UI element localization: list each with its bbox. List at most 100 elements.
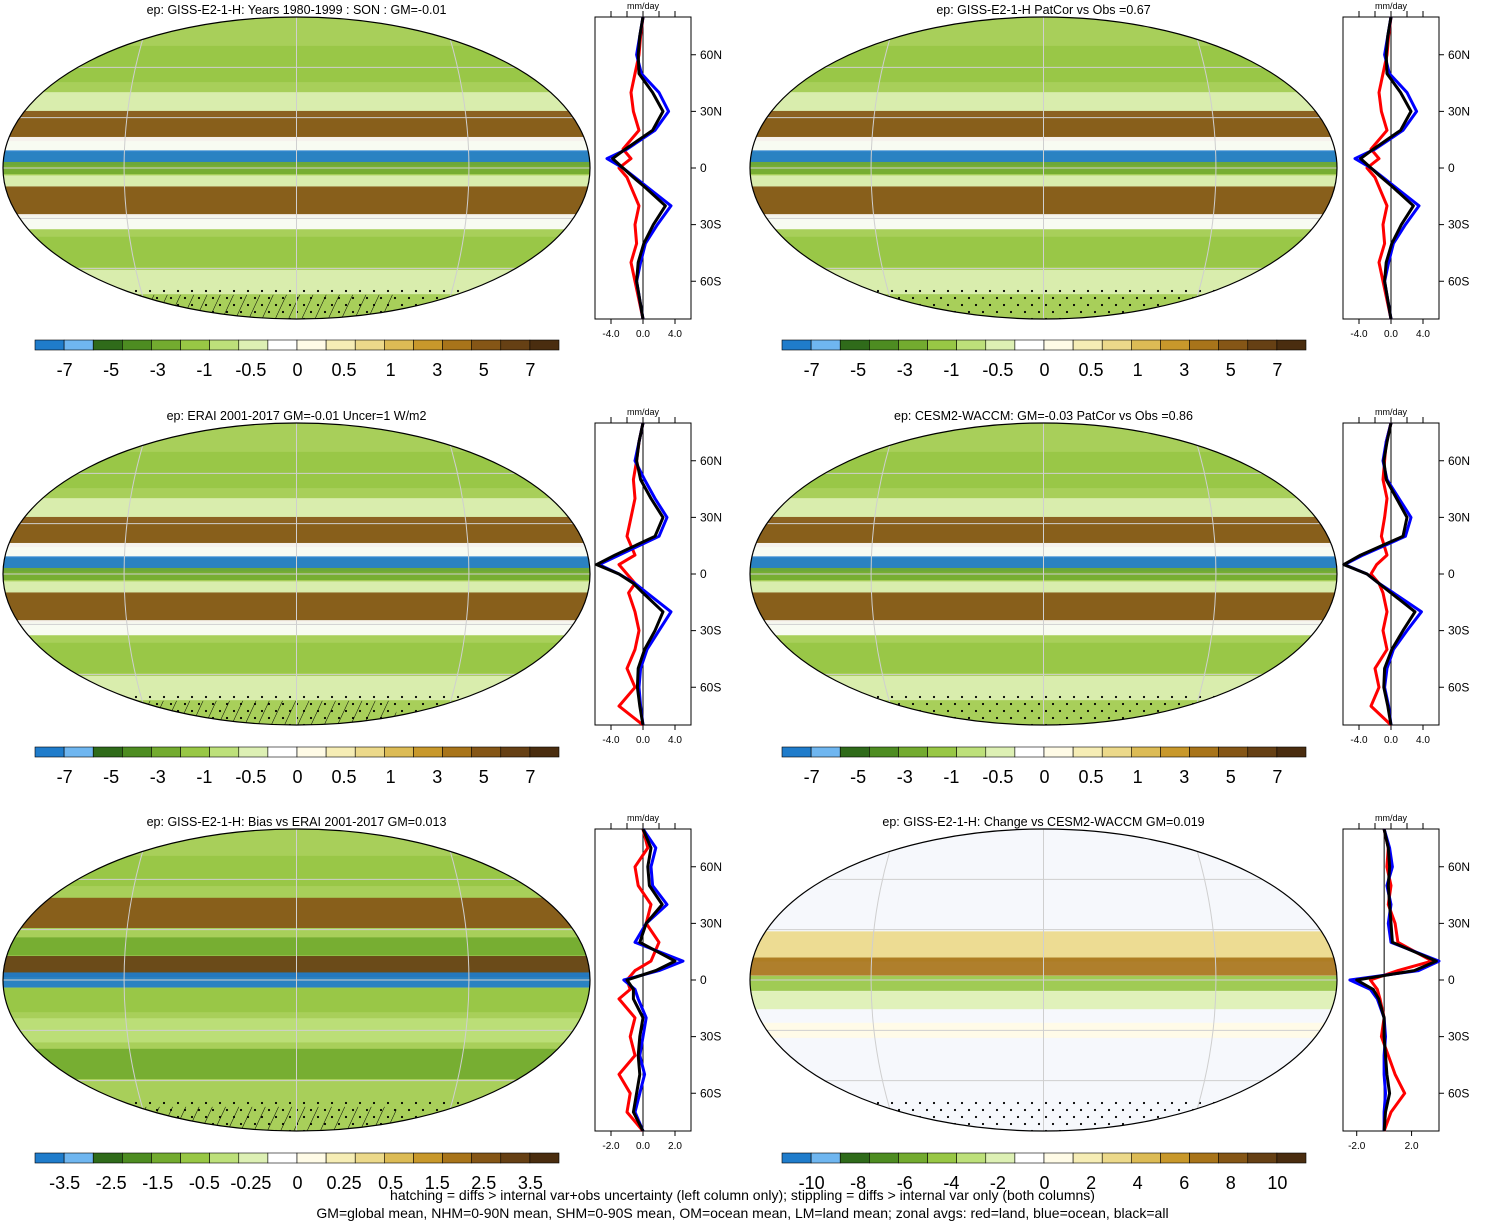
- colorbar-swatch: [267, 339, 298, 351]
- colorbar-swatch: [1218, 1152, 1249, 1164]
- colorbar-swatch: [1043, 1152, 1074, 1164]
- colorbar-label: 7: [525, 360, 535, 380]
- colorbar-label: -2: [990, 1173, 1006, 1193]
- zonal-x-tick-label: 4.0: [668, 735, 682, 746]
- colorbar-swatch: [209, 339, 240, 351]
- zonal-series-line: [1355, 828, 1438, 1132]
- footer-line-1: hatching = diffs > internal var+obs unce…: [390, 1187, 1095, 1203]
- colorbar-swatch: [413, 1152, 443, 1164]
- colorbar-swatch: [442, 339, 472, 351]
- colorbar-swatch: [63, 1152, 94, 1164]
- zonal-y-tick-label: 0: [1448, 973, 1455, 987]
- zonal-x-tick-label: 4.0: [668, 329, 682, 340]
- colorbar-swatch: [354, 1152, 385, 1164]
- zonal-x-tick-label: 0.0: [1384, 735, 1398, 746]
- colorbar-swatch: [122, 1152, 152, 1164]
- colorbar-swatch: [209, 1152, 240, 1164]
- colorbar-swatch: [1014, 746, 1045, 758]
- zonal-x-tick-label: 0.0: [636, 1141, 650, 1152]
- zonal-series-line: [1369, 422, 1393, 727]
- colorbar-swatch: [1160, 339, 1190, 351]
- zonal-y-tick-label: 60S: [1448, 274, 1469, 288]
- map-meridian-line: [442, 17, 470, 319]
- zonal-y-tick-label: 30N: [700, 510, 722, 524]
- map-meridian-line: [123, 17, 151, 319]
- colorbar-swatch: [1189, 746, 1219, 758]
- colorbar-swatch: [34, 1152, 65, 1164]
- zonal-series-line: [611, 16, 667, 320]
- colorbar-swatch: [354, 339, 385, 351]
- colorbar-label: 0.5: [1079, 360, 1104, 380]
- zonal-x-tick-label: 0.0: [636, 329, 650, 340]
- panel-2: ep: GISS-E2-1-H PatCor vs Obs =0.67 -7 -5 -…: [749, 1, 1470, 380]
- colorbar-swatch: [122, 339, 152, 351]
- zonal-series-line: [625, 828, 677, 1132]
- colorbar-swatch: [781, 1152, 812, 1164]
- zonal-series-line: [617, 422, 645, 727]
- colorbar-swatch: [1101, 339, 1132, 351]
- colorbar-label: -7: [57, 767, 73, 787]
- colorbar-swatch: [442, 746, 472, 758]
- colorbar-swatch: [1043, 339, 1074, 351]
- colorbar-label: 0: [292, 767, 302, 787]
- colorbar-label: 2: [1086, 1173, 1096, 1193]
- panel-title: ep: GISS-E2-1-H PatCor vs Obs =0.67: [936, 3, 1150, 17]
- map-field: [750, 423, 1337, 725]
- zonal-series-line: [1368, 828, 1434, 1132]
- colorbar-swatch: [985, 1152, 1016, 1164]
- colorbar-swatch: [384, 339, 414, 351]
- zonal-series-line: [1342, 422, 1417, 726]
- colorbar-swatch: [1131, 746, 1161, 758]
- zonal-y-tick-label: 0: [1448, 161, 1455, 175]
- colorbar-label: 3: [1179, 767, 1189, 787]
- zonal-y-tick-label: 60S: [700, 1086, 721, 1100]
- colorbar-label: -5: [850, 767, 866, 787]
- colorbar-swatch: [180, 1152, 210, 1164]
- zonal-y-tick-label: 30N: [700, 104, 722, 118]
- colorbar-swatch: [927, 1152, 957, 1164]
- zonal-y-tick-label: 30N: [1448, 916, 1470, 930]
- colorbar-label: 4: [1133, 1173, 1143, 1193]
- colorbar-label: -1: [196, 360, 212, 380]
- colorbar-swatch: [34, 746, 65, 758]
- colorbar-label: -3: [150, 360, 166, 380]
- zonal-unit-label: mm/day: [1375, 407, 1408, 417]
- colorbar-swatch: [529, 339, 560, 351]
- map-outline: [749, 16, 1338, 320]
- colorbar-swatch: [151, 339, 181, 351]
- colorbar-label: 3: [432, 360, 442, 380]
- colorbar-swatch: [1218, 746, 1249, 758]
- colorbar-swatch: [92, 339, 123, 351]
- map-meridian-line: [870, 423, 898, 725]
- colorbar-label: 5: [1226, 767, 1236, 787]
- colorbar-swatch: [92, 1152, 123, 1164]
- zonal-y-tick-label: 30N: [700, 916, 722, 930]
- zonal-x-tick-label: -4.0: [602, 735, 620, 746]
- colorbar-label: 5: [479, 767, 489, 787]
- colorbar-label: -4: [943, 1173, 959, 1193]
- colorbar-swatch: [810, 1152, 841, 1164]
- colorbar-label: 5: [479, 360, 489, 380]
- zonal-y-tick-label: 0: [700, 567, 707, 581]
- map-meridian-line: [870, 829, 898, 1131]
- zonal-y-tick-label: 30S: [700, 218, 721, 232]
- zonal-y-tick-label: 60S: [700, 680, 721, 694]
- colorbar-swatch: [529, 1152, 560, 1164]
- colorbar-swatch: [325, 339, 356, 351]
- zonal-x-tick-label: -4.0: [602, 329, 620, 340]
- colorbar-swatch: [956, 339, 987, 351]
- colorbar-label: 0.25: [327, 1173, 362, 1193]
- map-field: [3, 17, 590, 319]
- panel-3: ep: ERAI 2001-2017 GM=-0.01 Uncer=1 W/m2…: [2, 407, 722, 787]
- colorbar-label: 3: [432, 767, 442, 787]
- colorbar-label: 7: [1272, 360, 1282, 380]
- colorbar-swatch: [1101, 1152, 1132, 1164]
- colorbar-label: -0.5: [189, 1173, 220, 1193]
- map-field: [3, 829, 590, 1131]
- colorbar-label: -3: [897, 767, 913, 787]
- colorbar-label: -1: [943, 767, 959, 787]
- map-outline: [2, 828, 591, 1132]
- colorbar-label: -8: [850, 1173, 866, 1193]
- colorbar-label: 1: [1133, 360, 1143, 380]
